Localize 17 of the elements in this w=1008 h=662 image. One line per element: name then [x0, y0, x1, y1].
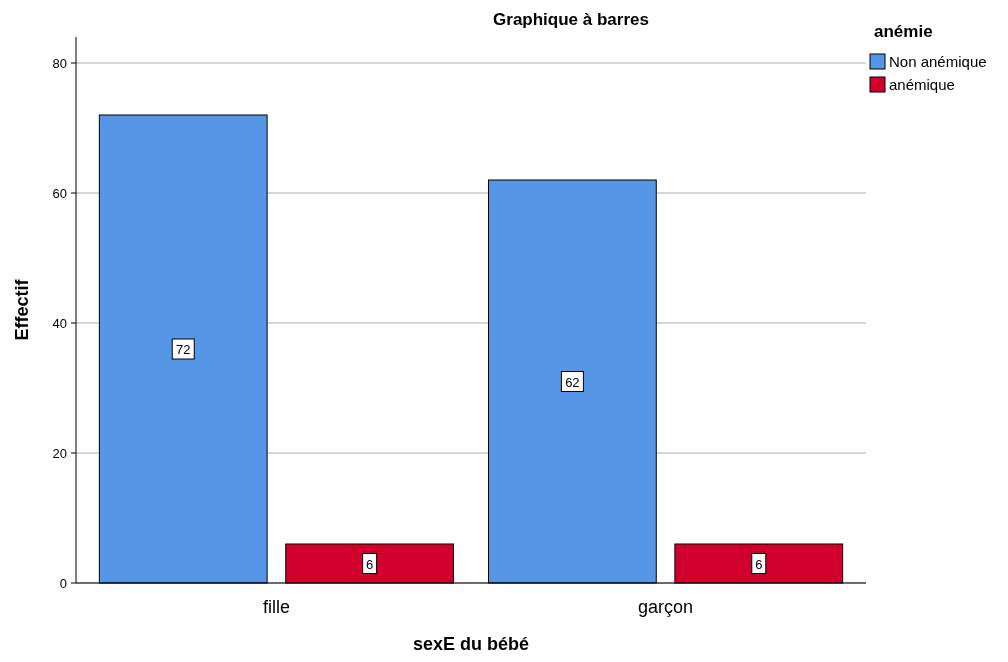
data-label: 72: [175, 342, 191, 357]
x-axis-title: sexE du bébé: [412, 634, 530, 654]
legend-label: anémique: [889, 76, 955, 93]
data-label: 6: [366, 556, 374, 572]
chart-title: Graphique à barres: [493, 10, 649, 29]
data-label: 6: [755, 556, 763, 572]
legend-label: Non anémique: [889, 53, 987, 70]
y-tick-label: 0: [59, 576, 67, 591]
y-tick-label: 80: [52, 56, 67, 71]
data-label: 62: [565, 374, 580, 390]
y-tick-label: 60: [52, 186, 67, 201]
x-tick-label: fille: [262, 597, 290, 617]
legend-title: anémie: [874, 22, 933, 41]
x-tick-label: garçon: [638, 597, 694, 617]
y-tick-label: 40: [52, 316, 67, 331]
y-axis-title: Effectif: [12, 278, 32, 341]
y-tick-label: 20: [52, 446, 67, 461]
